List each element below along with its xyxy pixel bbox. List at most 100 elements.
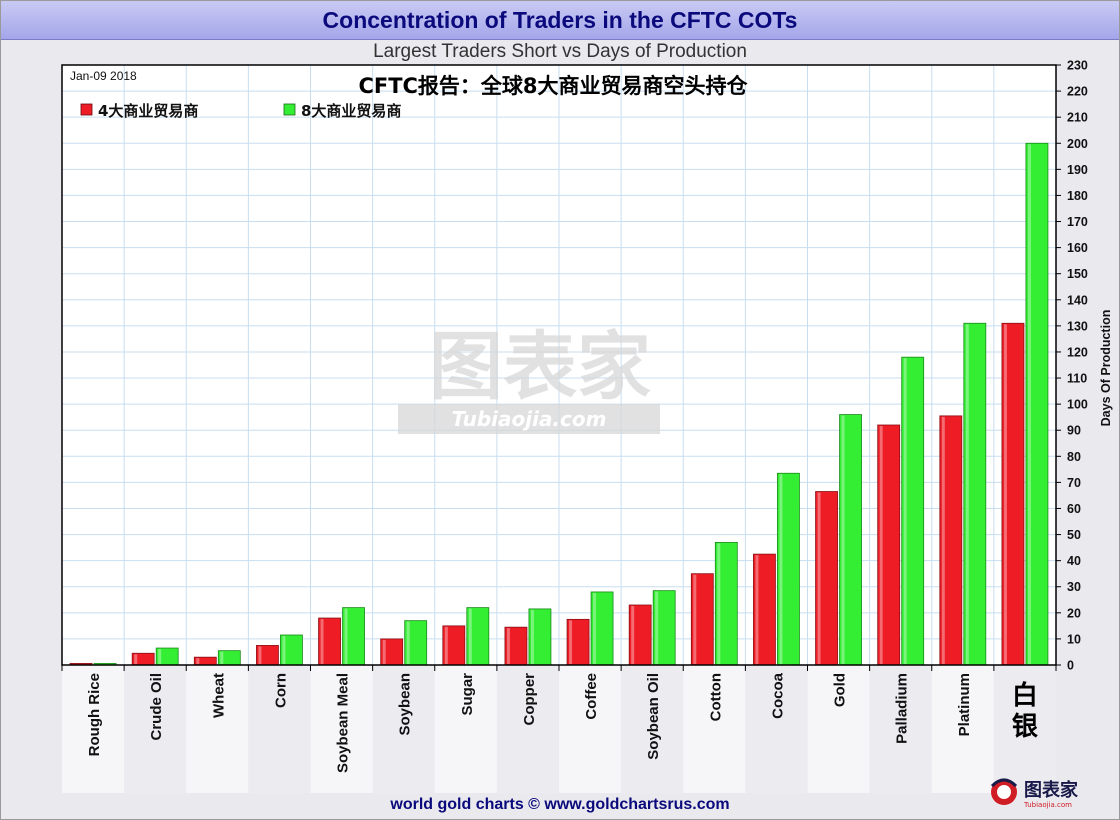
category-band xyxy=(248,665,311,793)
category-band xyxy=(683,665,746,793)
bar-highlight xyxy=(569,620,573,664)
bar-highlight xyxy=(196,658,200,664)
y-tick-label: 30 xyxy=(1067,580,1081,594)
logo-subtext: Tubiaojia.com xyxy=(1023,801,1072,809)
y-tick-label: 150 xyxy=(1067,267,1088,281)
bar-highlight xyxy=(258,646,262,664)
category-band xyxy=(621,665,684,793)
footer-credit: world gold charts © www.goldchartsrus.co… xyxy=(390,796,730,813)
bar-highlight xyxy=(693,574,697,664)
bar-highlight xyxy=(879,426,883,664)
y-tick-label: 130 xyxy=(1067,319,1088,333)
watermark-band xyxy=(398,404,660,434)
bar-highlight xyxy=(444,626,448,664)
legend-swatch-series2 xyxy=(283,103,296,116)
bar-highlight xyxy=(593,592,597,664)
x-tick-label: Soybean Oil xyxy=(645,673,662,760)
logo-text: 图表家 xyxy=(1024,779,1079,801)
y-tick-label: 170 xyxy=(1067,215,1088,229)
bar-highlight xyxy=(468,608,472,664)
y-tick-label: 140 xyxy=(1067,293,1088,307)
x-tick-label: Sugar xyxy=(459,673,476,716)
watermark-sub-text: Tubiaojia.com xyxy=(452,407,607,431)
y-tick-label: 160 xyxy=(1067,241,1088,255)
x-tick-label: Copper xyxy=(521,673,538,726)
x-tick-label: Corn xyxy=(272,673,289,708)
y-tick-label: 230 xyxy=(1067,59,1088,73)
x-tick-label: Platinum xyxy=(956,673,973,736)
legend-label-series1: 4大商业贸易商 xyxy=(98,102,198,120)
x-tick-label: Crude Oil xyxy=(148,673,165,741)
bar-highlight xyxy=(530,609,534,664)
bar-highlight xyxy=(941,416,945,664)
bar-highlight xyxy=(965,324,969,664)
bar-highlight xyxy=(903,358,907,664)
y-tick-label: 180 xyxy=(1067,189,1088,203)
date-label: Jan-09 2018 xyxy=(70,69,137,83)
bar-highlight xyxy=(320,619,324,664)
x-tick-label: Rough Rice xyxy=(86,673,103,756)
chart-title: Concentration of Traders in the CFTC COT… xyxy=(322,7,798,33)
x-tick-label: Cotton xyxy=(707,673,724,721)
bar-highlight xyxy=(1027,144,1031,664)
y-tick-label: 220 xyxy=(1067,85,1088,99)
category-band xyxy=(62,665,125,793)
bar-highlight xyxy=(1003,324,1007,664)
overlay-title: CFTC报告：全球8大商业贸易商空头持仓 xyxy=(358,74,748,98)
legend-label-series2: 8大商业贸易商 xyxy=(301,102,401,120)
y-tick-label: 50 xyxy=(1067,528,1081,542)
bar-highlight xyxy=(779,474,783,664)
x-tick-label: Cocoa xyxy=(769,672,786,719)
bar-highlight xyxy=(755,555,759,664)
y-tick-label: 110 xyxy=(1067,372,1087,386)
y-tick-label: 0 xyxy=(1067,659,1074,673)
category-band xyxy=(434,665,497,793)
bar-highlight xyxy=(220,651,224,664)
y-tick-label: 80 xyxy=(1067,450,1081,464)
bar-highlight xyxy=(282,636,286,664)
bar-highlight xyxy=(717,543,721,664)
category-band xyxy=(807,665,870,793)
brand-logo: 图表家 Tubiaojia.com xyxy=(990,778,1079,809)
title-bar: Concentration of Traders in the CFTC COT… xyxy=(1,1,1119,40)
y-tick-label: 120 xyxy=(1067,345,1088,359)
y-tick-label: 210 xyxy=(1067,111,1088,125)
x-tick-label: Palladium xyxy=(894,673,911,744)
category-band xyxy=(372,665,435,793)
bar-highlight xyxy=(631,606,635,664)
y-tick-label: 90 xyxy=(1067,424,1081,438)
bar-highlight xyxy=(344,608,348,664)
category-band xyxy=(559,665,622,793)
y-tick-label: 20 xyxy=(1067,606,1081,620)
x-tick-label: 白银 xyxy=(1012,680,1039,742)
x-tick-label: Soybean xyxy=(397,673,414,736)
y-axis-label: Days Of Production xyxy=(1099,310,1113,427)
category-band xyxy=(496,665,559,793)
category-band xyxy=(124,665,187,793)
x-tick-label: Soybean Meal xyxy=(335,673,352,773)
bar-highlight xyxy=(817,492,821,664)
legend-swatch-series1 xyxy=(80,103,93,116)
category-band xyxy=(993,665,1056,793)
category-band xyxy=(310,665,373,793)
chart-subtitle: Largest Traders Short vs Days of Product… xyxy=(373,41,747,62)
y-tick-label: 10 xyxy=(1067,632,1081,646)
bar-highlight xyxy=(158,649,162,664)
category-band xyxy=(186,665,249,793)
category-band xyxy=(931,665,994,793)
bar-highlight xyxy=(506,628,510,664)
category-band xyxy=(745,665,808,793)
bar-highlight xyxy=(134,654,138,664)
x-tick-label: Coffee xyxy=(583,673,600,720)
bar-highlight xyxy=(406,621,410,664)
y-tick-label: 60 xyxy=(1067,502,1081,516)
y-tick-label: 70 xyxy=(1067,476,1081,490)
bar-highlight xyxy=(382,639,386,664)
bar-highlight xyxy=(655,591,659,664)
category-band xyxy=(869,665,932,793)
y-tick-label: 40 xyxy=(1067,554,1081,568)
watermark-main-text: 图表家 xyxy=(429,324,651,410)
x-tick-label: Gold xyxy=(832,673,849,707)
bar-highlight xyxy=(841,415,845,664)
